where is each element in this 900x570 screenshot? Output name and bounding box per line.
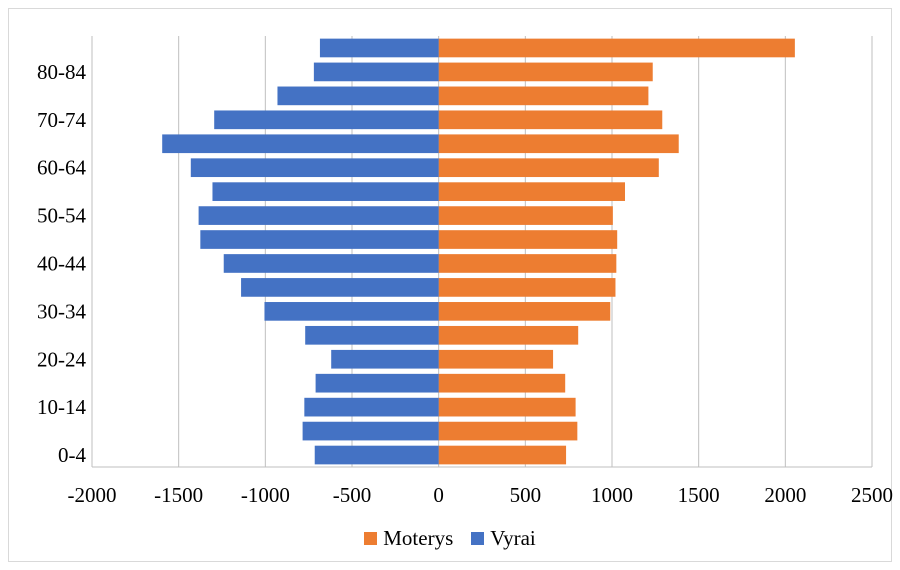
bar-vyrai-20-24: [331, 349, 439, 369]
chart-frame: [8, 8, 892, 562]
bar-vyrai-85+: [319, 38, 439, 58]
bar-moterys-5-9: [438, 421, 578, 441]
y-tick-label: 50-54: [37, 204, 86, 228]
y-tick-label: 30-34: [37, 299, 86, 323]
bar-vyrai-45-49: [200, 230, 439, 249]
x-tick-label: -1500: [154, 483, 203, 507]
bar-moterys-55-59: [438, 182, 625, 201]
bar-vyrai-80-84: [313, 62, 439, 82]
bar-moterys-45-49: [438, 230, 618, 249]
bar-vyrai-65-69: [162, 134, 439, 154]
bar-vyrai-75-79: [277, 86, 439, 106]
bar-vyrai-70-74: [214, 110, 439, 130]
bar-vyrai-40-44: [223, 254, 439, 273]
y-tick-label: 20-24: [37, 347, 86, 371]
legend-item-moterys: Moterys: [364, 526, 453, 551]
legend-item-vyrai: Vyrai: [471, 526, 536, 551]
legend-label-vyrai: Vyrai: [490, 526, 536, 550]
bar-moterys-85+: [438, 38, 795, 58]
legend: Moterys Vyrai: [0, 526, 900, 551]
bar-moterys-30-34: [438, 302, 611, 321]
x-tick-label: 1000: [591, 483, 633, 507]
bar-moterys-20-24: [438, 349, 554, 369]
bars: [162, 38, 795, 465]
x-tick-label: -1000: [241, 483, 290, 507]
bar-vyrai-25-29: [305, 325, 439, 345]
bar-moterys-15-19: [438, 373, 566, 393]
x-tick-label: -500: [333, 483, 372, 507]
legend-swatch-vyrai: [471, 532, 485, 545]
x-tick-label: 1500: [678, 483, 720, 507]
x-tick-label: 2500: [851, 483, 893, 507]
bar-vyrai-35-39: [241, 278, 439, 297]
x-tick-label: 0: [433, 483, 444, 507]
bar-moterys-40-44: [438, 254, 617, 273]
bar-moterys-70-74: [438, 110, 663, 130]
bar-vyrai-60-64: [190, 158, 439, 178]
bar-vyrai-10-14: [304, 397, 439, 417]
y-tick-label: 70-74: [37, 108, 86, 132]
legend-swatch-moterys: [364, 532, 378, 545]
y-tick-label: 60-64: [37, 156, 86, 180]
x-tick-label: 500: [510, 483, 542, 507]
bar-moterys-25-29: [438, 325, 579, 345]
legend-label-moterys: Moterys: [383, 526, 454, 550]
bar-moterys-35-39: [438, 278, 616, 297]
x-tick-label: 2000: [764, 483, 806, 507]
bar-moterys-50-54: [438, 206, 613, 225]
bar-vyrai-0-4: [314, 445, 439, 465]
y-tick-label: 80-84: [37, 60, 86, 84]
x-axis-ticks: -2000 -1500 -1000 -500 0 500 1000 1500 2000 2500: [68, 483, 894, 507]
bar-moterys-65-69: [438, 134, 679, 154]
gridlines: [91, 36, 873, 468]
bar-vyrai-30-34: [264, 302, 439, 321]
bar-moterys-10-14: [438, 397, 576, 417]
bar-vyrai-55-59: [212, 182, 439, 201]
bar-moterys-80-84: [438, 62, 653, 82]
y-axis-ticks: 0-4 10-14 20-24 30-34 40-44 50-54 60-64 70-74 80…: [37, 60, 86, 467]
bar-vyrai-5-9: [302, 421, 439, 441]
x-tick-label: -2000: [68, 483, 117, 507]
y-tick-label: 10-14: [37, 395, 86, 419]
bar-moterys-0-4: [438, 445, 567, 465]
bar-vyrai-15-19: [315, 373, 439, 393]
bar-moterys-75-79: [438, 86, 649, 106]
y-tick-label: 0-4: [58, 443, 86, 467]
bar-vyrai-50-54: [198, 206, 439, 225]
y-tick-label: 40-44: [37, 251, 86, 275]
bar-moterys-60-64: [438, 158, 659, 178]
